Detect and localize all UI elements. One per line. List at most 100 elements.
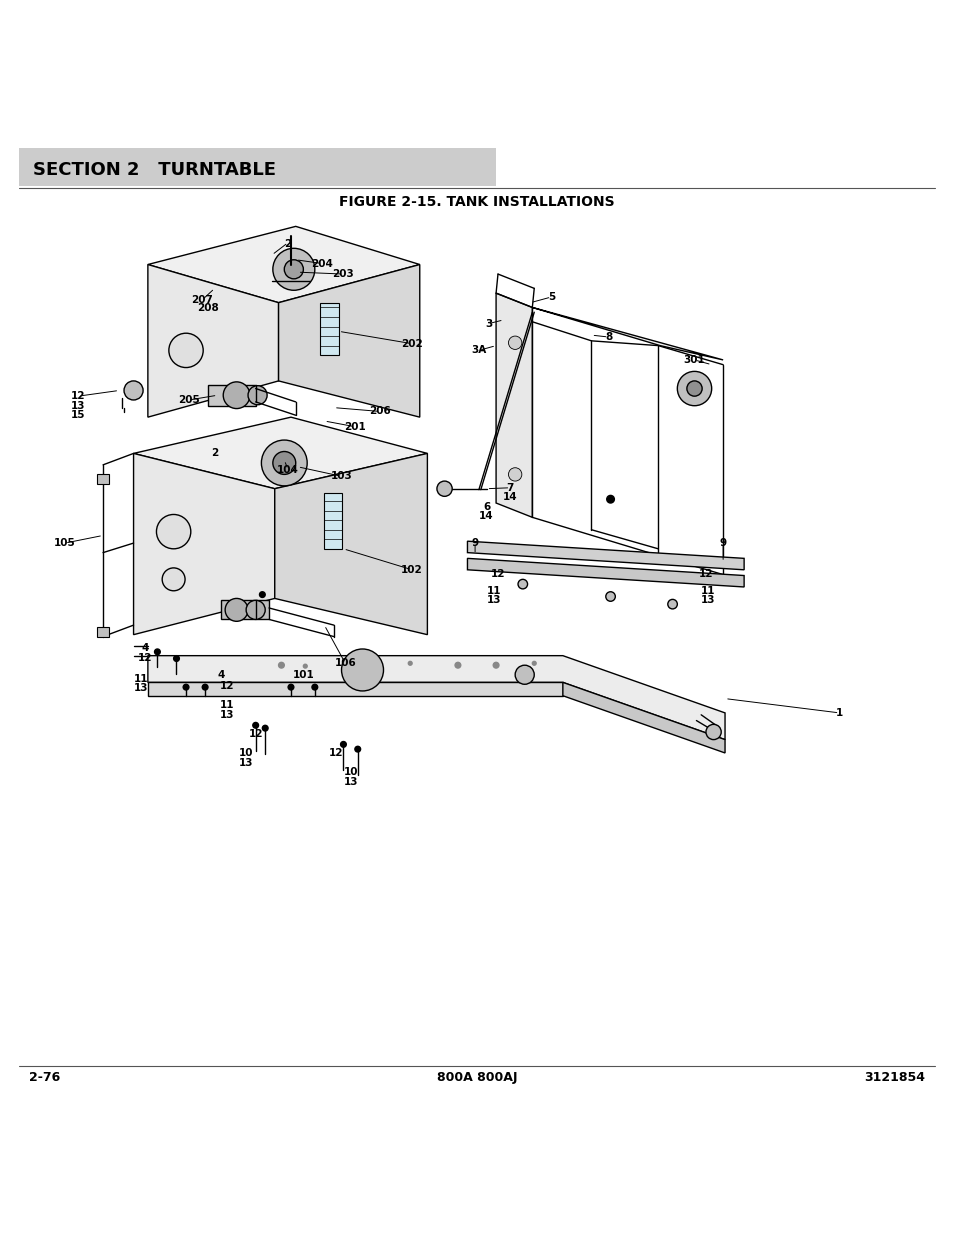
Text: 104: 104 (277, 464, 298, 474)
Polygon shape (532, 308, 722, 359)
Text: 5: 5 (547, 291, 555, 301)
Polygon shape (467, 541, 743, 569)
Text: 4: 4 (217, 669, 225, 679)
Circle shape (261, 440, 307, 485)
Text: 1: 1 (835, 708, 842, 718)
Text: 12: 12 (490, 568, 505, 579)
Bar (324, 494, 341, 548)
Text: 201: 201 (344, 421, 365, 432)
Polygon shape (148, 226, 419, 303)
Text: 11: 11 (133, 673, 149, 683)
Circle shape (517, 579, 527, 589)
Circle shape (278, 662, 284, 668)
Circle shape (705, 725, 720, 740)
Text: 3121854: 3121854 (863, 1071, 924, 1084)
Text: 3A: 3A (471, 346, 486, 356)
Circle shape (273, 248, 314, 290)
Circle shape (408, 662, 412, 666)
Circle shape (124, 380, 143, 400)
Text: SECTION 2   TURNTABLE: SECTION 2 TURNTABLE (33, 161, 276, 179)
Circle shape (436, 482, 452, 496)
Polygon shape (274, 453, 427, 635)
Text: 101: 101 (293, 669, 314, 679)
Circle shape (253, 722, 258, 729)
Text: 205: 205 (178, 395, 199, 405)
Circle shape (248, 385, 267, 405)
Text: 11: 11 (486, 585, 501, 595)
Bar (97, 474, 109, 484)
Circle shape (515, 666, 534, 684)
Polygon shape (278, 264, 419, 417)
Bar (19, 148, 496, 186)
Circle shape (355, 746, 360, 752)
Polygon shape (148, 683, 562, 695)
Circle shape (273, 452, 295, 474)
Text: 203: 203 (333, 269, 354, 279)
Circle shape (262, 725, 268, 731)
Text: 11: 11 (700, 585, 715, 595)
Circle shape (606, 495, 614, 503)
Circle shape (169, 333, 203, 368)
Text: 105: 105 (54, 538, 75, 548)
Text: FIGURE 2-15. TANK INSTALLATIONS: FIGURE 2-15. TANK INSTALLATIONS (339, 195, 614, 209)
Circle shape (508, 468, 521, 482)
Text: 13: 13 (343, 777, 358, 787)
Text: 207: 207 (192, 295, 213, 305)
Text: 206: 206 (369, 406, 390, 416)
Text: 12: 12 (698, 568, 713, 579)
Text: 301: 301 (683, 354, 704, 364)
Text: 15: 15 (71, 410, 86, 420)
Circle shape (284, 259, 303, 279)
Text: 9: 9 (471, 538, 478, 548)
Text: 102: 102 (401, 564, 422, 574)
Text: 10: 10 (343, 767, 358, 777)
Text: 3: 3 (484, 319, 492, 329)
Text: 11: 11 (219, 700, 234, 710)
Text: 13: 13 (133, 683, 149, 693)
Text: 6: 6 (482, 501, 490, 511)
Text: 202: 202 (401, 338, 422, 348)
Text: 106: 106 (335, 658, 355, 668)
Circle shape (508, 336, 521, 350)
Text: 12: 12 (71, 391, 86, 401)
Text: 13: 13 (238, 757, 253, 767)
Polygon shape (133, 453, 274, 635)
Circle shape (202, 684, 208, 690)
Circle shape (677, 372, 711, 406)
Circle shape (312, 684, 317, 690)
Circle shape (340, 741, 346, 747)
Text: 7: 7 (506, 483, 514, 493)
Circle shape (173, 656, 179, 662)
Polygon shape (562, 683, 724, 753)
Circle shape (162, 568, 185, 590)
Text: 208: 208 (197, 304, 218, 314)
Text: 13: 13 (700, 595, 715, 605)
Circle shape (532, 662, 536, 666)
Bar (208, 385, 255, 406)
Text: 10: 10 (238, 748, 253, 758)
Text: 2-76: 2-76 (29, 1071, 60, 1084)
Text: 103: 103 (331, 472, 352, 482)
Circle shape (288, 684, 294, 690)
Circle shape (246, 600, 265, 620)
Text: 204: 204 (312, 258, 333, 268)
Text: 12: 12 (219, 682, 234, 692)
Bar (221, 600, 269, 620)
Text: 9: 9 (719, 538, 726, 548)
Circle shape (303, 664, 307, 668)
Circle shape (605, 592, 615, 601)
Circle shape (455, 662, 460, 668)
Text: 13: 13 (219, 710, 234, 720)
Circle shape (667, 599, 677, 609)
Text: 4: 4 (141, 643, 149, 653)
Polygon shape (148, 656, 724, 740)
Text: 2: 2 (211, 448, 218, 458)
Text: 13: 13 (71, 400, 86, 411)
Polygon shape (467, 558, 743, 587)
Text: 2: 2 (284, 238, 292, 248)
Circle shape (225, 599, 248, 621)
Text: 13: 13 (486, 595, 501, 605)
Polygon shape (148, 264, 278, 417)
Circle shape (183, 684, 189, 690)
Polygon shape (496, 293, 532, 517)
